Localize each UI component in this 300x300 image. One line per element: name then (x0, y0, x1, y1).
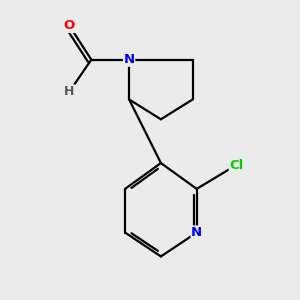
Text: N: N (124, 53, 135, 66)
Text: N: N (191, 226, 202, 239)
Text: H: H (64, 85, 75, 98)
Text: O: O (64, 20, 75, 32)
Text: Cl: Cl (229, 158, 244, 172)
